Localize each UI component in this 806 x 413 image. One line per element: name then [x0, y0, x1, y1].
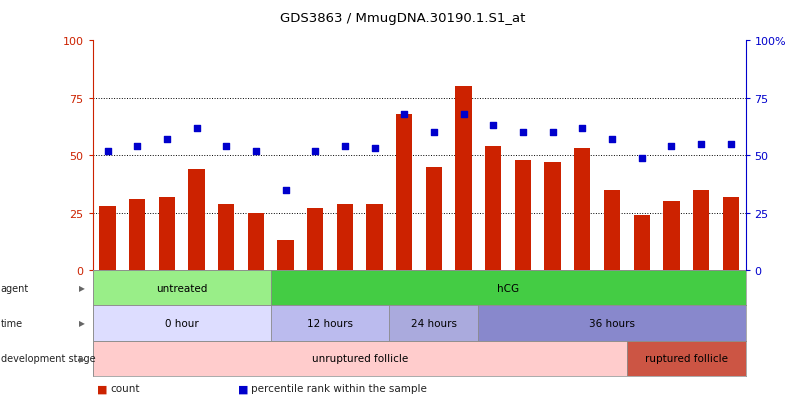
- Text: GDS3863 / MmugDNA.30190.1.S1_at: GDS3863 / MmugDNA.30190.1.S1_at: [280, 12, 526, 25]
- Point: [190, 125, 203, 132]
- Text: ■: ■: [238, 383, 248, 393]
- Text: count: count: [110, 383, 140, 393]
- Text: ▶: ▶: [79, 284, 85, 292]
- Point: [635, 155, 648, 161]
- Text: agent: agent: [1, 283, 29, 293]
- Point: [487, 123, 500, 129]
- Point: [427, 130, 440, 136]
- Bar: [271, 271, 746, 306]
- Point: [695, 141, 708, 148]
- Bar: [93, 341, 627, 376]
- Point: [457, 112, 470, 118]
- Point: [309, 148, 322, 154]
- Bar: [515, 161, 531, 271]
- Text: untreated: untreated: [156, 283, 207, 293]
- Point: [398, 112, 411, 118]
- Point: [279, 187, 292, 194]
- Bar: [604, 190, 620, 271]
- Text: ▶: ▶: [79, 354, 85, 363]
- Point: [368, 146, 381, 152]
- Point: [517, 130, 530, 136]
- Bar: [93, 271, 271, 306]
- Bar: [634, 216, 650, 271]
- Bar: [389, 306, 479, 341]
- Point: [250, 148, 263, 154]
- Text: 0 hour: 0 hour: [165, 318, 198, 328]
- Text: percentile rank within the sample: percentile rank within the sample: [251, 383, 427, 393]
- Text: ▶: ▶: [79, 319, 85, 328]
- Bar: [663, 202, 679, 271]
- Point: [160, 137, 173, 143]
- Text: development stage: development stage: [1, 353, 95, 363]
- Bar: [396, 115, 413, 271]
- Point: [101, 148, 114, 154]
- Text: ■: ■: [97, 383, 107, 393]
- Bar: [189, 170, 205, 271]
- Text: time: time: [1, 318, 23, 328]
- Bar: [426, 167, 442, 271]
- Point: [546, 130, 559, 136]
- Bar: [159, 197, 175, 271]
- Bar: [367, 204, 383, 271]
- Point: [725, 141, 737, 148]
- Bar: [574, 149, 591, 271]
- Bar: [693, 190, 709, 271]
- Bar: [455, 87, 472, 271]
- Point: [665, 143, 678, 150]
- Bar: [218, 204, 235, 271]
- Bar: [99, 206, 116, 271]
- Bar: [277, 241, 293, 271]
- Bar: [479, 306, 746, 341]
- Bar: [337, 204, 353, 271]
- Text: 24 hours: 24 hours: [411, 318, 457, 328]
- Point: [576, 125, 589, 132]
- Text: 36 hours: 36 hours: [589, 318, 635, 328]
- Bar: [307, 209, 323, 271]
- Point: [339, 143, 351, 150]
- Bar: [485, 147, 501, 271]
- Point: [220, 143, 233, 150]
- Text: hCG: hCG: [497, 283, 519, 293]
- Point: [605, 137, 618, 143]
- Bar: [129, 199, 145, 271]
- Text: 12 hours: 12 hours: [307, 318, 353, 328]
- Bar: [627, 341, 746, 376]
- Bar: [545, 163, 561, 271]
- Bar: [722, 197, 739, 271]
- Text: ruptured follicle: ruptured follicle: [645, 353, 728, 363]
- Point: [131, 143, 143, 150]
- Bar: [93, 306, 271, 341]
- Bar: [271, 306, 389, 341]
- Text: unruptured follicle: unruptured follicle: [312, 353, 408, 363]
- Bar: [247, 213, 264, 271]
